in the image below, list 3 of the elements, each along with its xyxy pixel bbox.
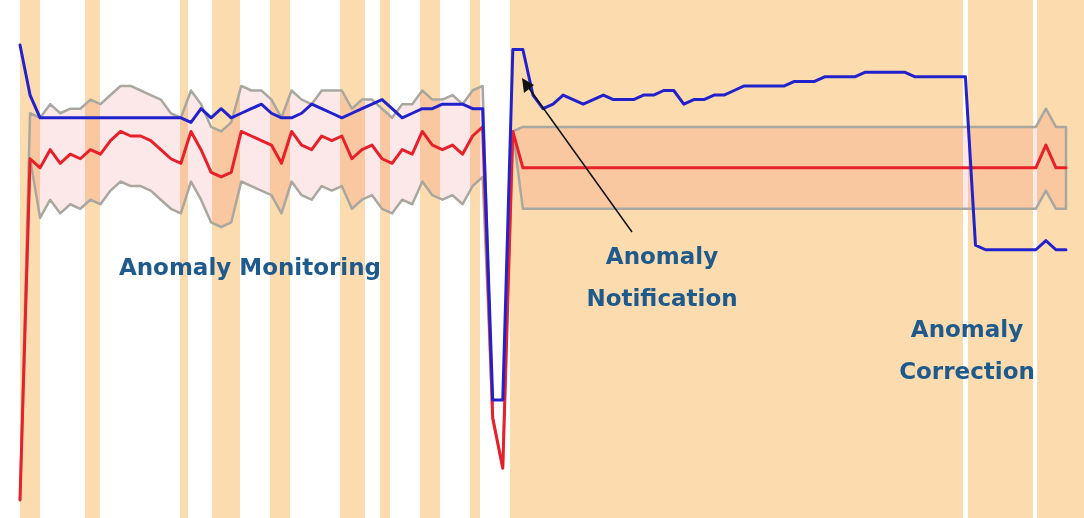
annotation: Anomaly Monitoring [118,254,382,280]
annotation: Anomaly Correction [899,316,1035,384]
annotation: Anomaly Notification [586,243,738,311]
